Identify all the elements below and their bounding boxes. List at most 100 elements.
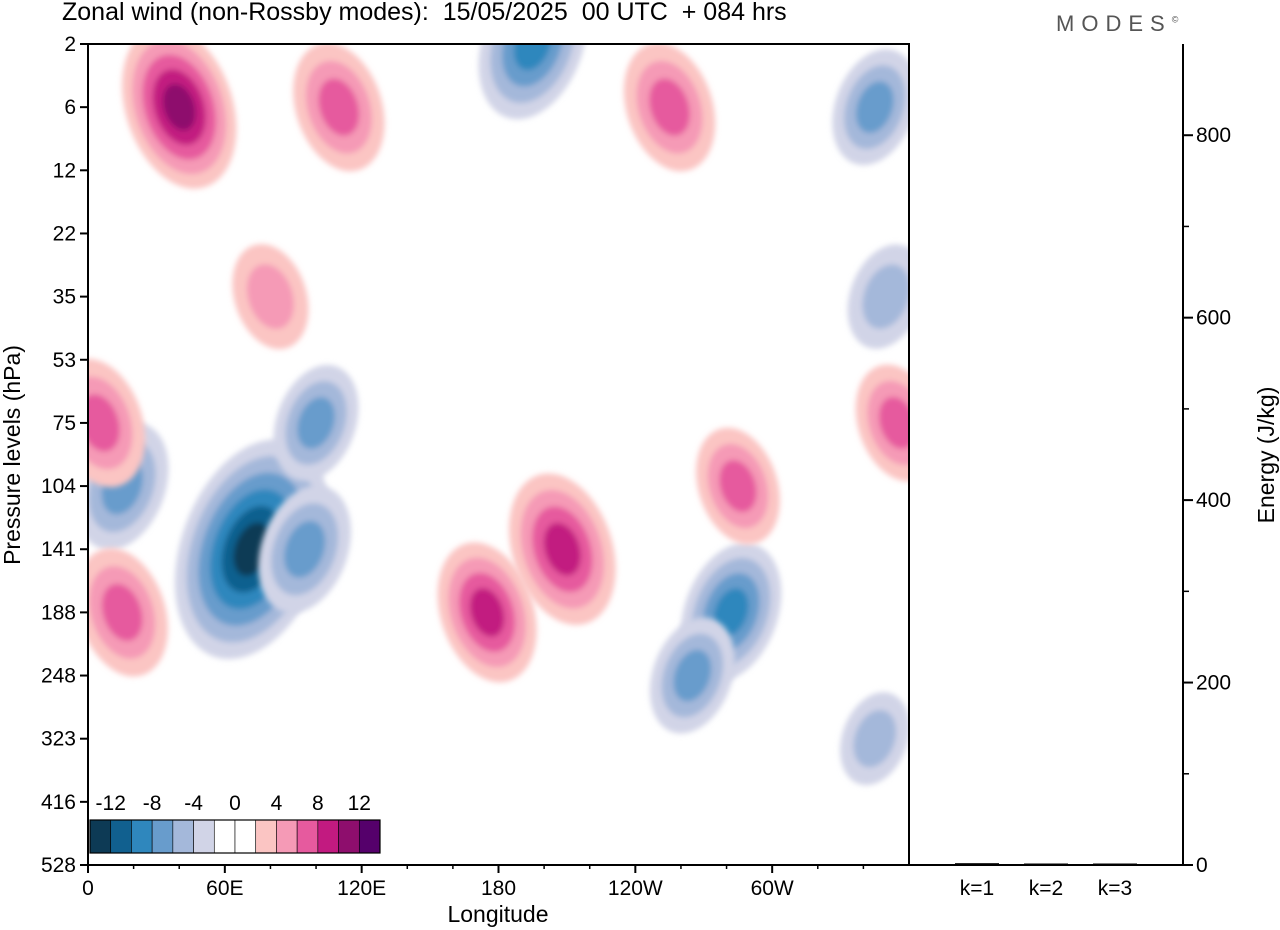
longitude-tick-label: 60W <box>751 877 794 900</box>
energy-category-label: k=1 <box>960 877 994 900</box>
energy-axis-title: Energy (J/kg) <box>1253 387 1279 524</box>
pressure-tick-label: 323 <box>41 728 76 751</box>
longitude-tick-label: 180 <box>481 877 516 900</box>
energy-category-label: k=3 <box>1098 877 1132 900</box>
brand-name: MODES <box>1056 11 1172 36</box>
easterly-anomaly <box>832 49 909 166</box>
pressure-tick-label: 22 <box>53 222 76 245</box>
energy-tick-label: 0 <box>1196 854 1208 877</box>
colorbar-label: 0 <box>229 792 241 815</box>
westerly-anomaly <box>623 44 716 172</box>
pressure-tick-label: 416 <box>41 791 76 814</box>
pressure-tick-label: 248 <box>41 665 76 688</box>
brand-mark: © <box>1171 14 1179 25</box>
pressure-tick-label: 2 <box>64 33 76 56</box>
energy-bar <box>1093 863 1137 865</box>
colorbar-swatch <box>89 819 112 854</box>
easterly-anomaly <box>847 244 909 349</box>
energy-category-label: k=2 <box>1029 877 1063 900</box>
brand-logo: MODES© <box>1056 11 1178 37</box>
longitude-axis: 0 60E 120E 180 120W 60W <box>82 865 865 900</box>
colorbar-swatch <box>172 819 194 854</box>
westerly-anomaly <box>696 427 780 545</box>
contour-level <box>649 78 690 136</box>
colorbar-swatch <box>234 819 257 854</box>
colorbar-label: 8 <box>312 792 324 815</box>
contour-level <box>162 83 196 131</box>
contour-level <box>318 78 360 136</box>
energy-bar <box>1024 863 1068 865</box>
contour-level <box>543 522 581 576</box>
colorbar-swatch <box>276 819 298 854</box>
energy-axis: 0 200 400 600 800 <box>1183 124 1231 877</box>
longitude-tick-label: 120W <box>608 877 663 900</box>
colorbar-label: -12 <box>96 792 126 815</box>
chart-title: Zonal wind (non-Rossby modes): 15/05/202… <box>62 0 787 26</box>
colorbar: -12 -8 -4 0 4 8 12 <box>88 782 382 855</box>
colorbar-swatch <box>255 819 277 854</box>
contour-level <box>862 264 909 329</box>
colorbar-label: 4 <box>271 792 283 815</box>
westerly-anomaly <box>855 364 909 482</box>
contour-level <box>297 397 335 449</box>
energy-tick-label: 800 <box>1196 124 1231 147</box>
energy-bars: k=1 k=2 k=3 <box>955 863 1137 900</box>
pressure-tick-label: 75 <box>53 412 76 435</box>
colorbar-label: -8 <box>143 792 162 815</box>
pressure-tick-label: 12 <box>53 159 76 182</box>
westerly-anomaly <box>122 44 237 189</box>
colorbar-swatch <box>358 819 381 854</box>
pressure-tick-label: 528 <box>41 854 76 877</box>
westerly-anomaly <box>232 244 309 350</box>
contour-level <box>853 710 897 768</box>
contour-level <box>878 396 909 449</box>
contour-level <box>719 460 757 513</box>
contour-level <box>101 583 143 641</box>
westerly-anomaly <box>88 548 168 677</box>
contour-level <box>88 394 120 452</box>
longitude-tick-label: 120E <box>337 877 386 900</box>
energy-bar-panel: k=1 k=2 k=3 0 200 400 600 800 Energy (J/kg) <box>909 44 1279 900</box>
colorbar-swatch <box>131 819 153 854</box>
colorbar-label: -4 <box>184 792 203 815</box>
pressure-tick-label: 6 <box>64 96 76 119</box>
westerly-anomaly <box>437 542 537 683</box>
easterly-anomaly <box>273 364 359 481</box>
easterly-anomaly <box>258 485 351 613</box>
easterly-anomaly <box>840 692 909 786</box>
x-axis-title: Longitude <box>447 901 548 927</box>
pressure-tick-label: 141 <box>41 538 76 561</box>
contour-level <box>713 588 749 637</box>
colorbar-swatch <box>213 819 236 854</box>
energy-tick-label: 600 <box>1196 307 1231 330</box>
longitude-tick-label: 60E <box>206 877 243 900</box>
energy-tick-label: 400 <box>1196 489 1231 512</box>
pressure-axis: 2 6 12 22 35 53 75 104 141 188 248 323 416 528 <box>41 33 88 877</box>
westerly-anomaly <box>293 44 385 172</box>
contour-level <box>247 264 294 329</box>
contour-field <box>88 44 909 786</box>
colorbar-swatch <box>110 819 132 854</box>
westerly-anomaly <box>509 473 616 626</box>
contour-level <box>673 649 712 702</box>
energy-bar <box>955 863 999 865</box>
colorbar-swatch <box>296 819 319 854</box>
colorbar-frame <box>89 819 381 854</box>
colorbar-label: 12 <box>348 792 371 815</box>
colorbar-swatch <box>193 819 215 854</box>
y-axis-title: Pressure levels (hPa) <box>0 345 25 565</box>
pressure-tick-label: 188 <box>41 601 76 624</box>
colorbar-swatch <box>317 819 339 854</box>
energy-tick-label: 200 <box>1196 672 1231 695</box>
heatmap-background <box>88 44 909 865</box>
heatmap-area <box>88 44 909 865</box>
contour-level <box>855 81 894 133</box>
easterly-anomaly <box>649 617 735 734</box>
pressure-tick-label: 104 <box>41 475 76 498</box>
colorbar-swatch <box>338 819 360 854</box>
pressure-tick-label: 53 <box>53 349 76 372</box>
colorbar-swatch <box>151 819 174 854</box>
westerly-anomaly <box>88 358 146 488</box>
pressure-tick-label: 35 <box>53 286 76 309</box>
